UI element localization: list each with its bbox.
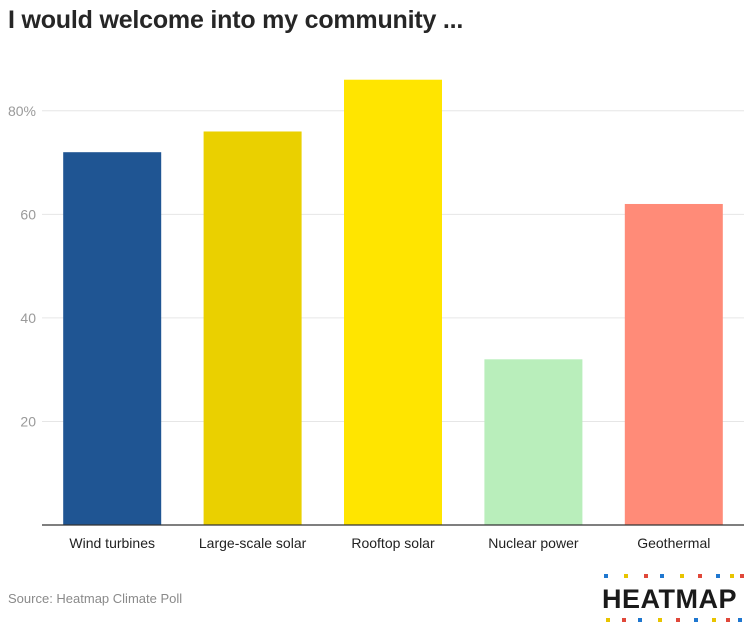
logo-dot bbox=[606, 618, 610, 622]
x-tick-label: Large-scale solar bbox=[199, 535, 307, 551]
logo-dot bbox=[622, 618, 626, 622]
logo-dot bbox=[716, 574, 720, 578]
bar-nuclear-power bbox=[484, 359, 583, 525]
source-note: Source: Heatmap Climate Poll bbox=[8, 591, 183, 606]
logo-dot bbox=[660, 574, 664, 578]
bar-rooftop-solar bbox=[344, 79, 442, 525]
logo-dot bbox=[738, 618, 742, 622]
x-tick-label: Rooftop solar bbox=[351, 535, 435, 551]
logo-dot bbox=[730, 574, 734, 578]
logo-dot bbox=[726, 618, 730, 622]
logo-dot bbox=[680, 574, 684, 578]
y-tick-label: 20 bbox=[20, 413, 36, 429]
y-tick-label: 40 bbox=[20, 310, 36, 326]
logo-dot bbox=[624, 574, 628, 578]
bar-large-scale-solar bbox=[203, 131, 302, 525]
logo-wordmark: HEATMAP bbox=[602, 584, 737, 614]
bars bbox=[63, 79, 723, 525]
logo-dot bbox=[644, 574, 648, 578]
y-tick-label: 80% bbox=[8, 103, 36, 119]
logo-dot bbox=[676, 618, 680, 622]
bar-chart: 20 40 60 80% Wind turbines Large-scale solar… bbox=[8, 79, 744, 551]
bar-geothermal bbox=[624, 203, 723, 525]
x-tick-label: Wind turbines bbox=[69, 535, 155, 551]
y-tick-label: 60 bbox=[20, 206, 36, 222]
chart-title: I would welcome into my community ... bbox=[8, 6, 464, 34]
logo-dot bbox=[694, 618, 698, 622]
x-tick-label: Geothermal bbox=[637, 535, 710, 551]
logo-dot bbox=[658, 618, 662, 622]
logo-dot bbox=[712, 618, 716, 622]
logo-dot bbox=[638, 618, 642, 622]
category-labels: Wind turbines Large-scale solar Rooftop so… bbox=[69, 535, 710, 551]
logo-dot bbox=[698, 574, 702, 578]
logo-dot bbox=[604, 574, 608, 578]
bar-wind-turbines bbox=[63, 152, 162, 525]
heatmap-logo: HEATMAP bbox=[602, 574, 744, 622]
x-tick-label: Nuclear power bbox=[488, 535, 579, 551]
logo-dot bbox=[740, 574, 744, 578]
